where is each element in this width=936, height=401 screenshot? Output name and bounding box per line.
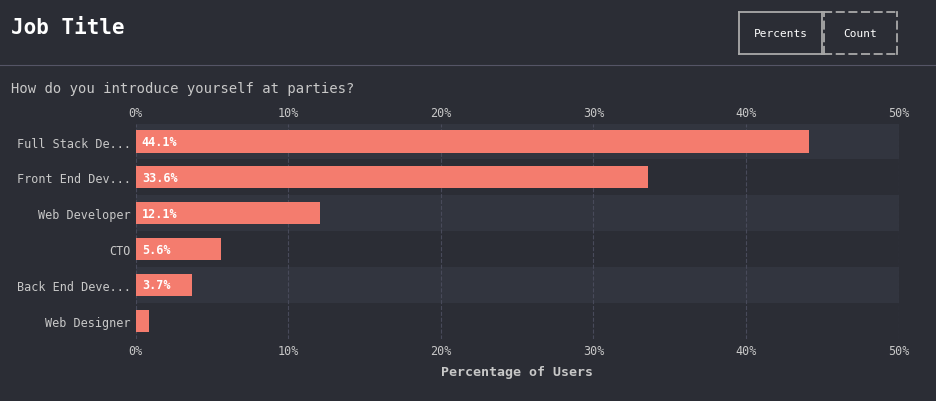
X-axis label: Percentage of Users: Percentage of Users	[441, 365, 593, 378]
Text: 12.1%: 12.1%	[142, 207, 178, 220]
Text: 33.6%: 33.6%	[142, 172, 178, 184]
Bar	[136, 131, 809, 153]
Bar	[136, 167, 649, 189]
Text: 5.6%: 5.6%	[142, 243, 170, 256]
Bar	[136, 203, 320, 225]
Bar	[136, 196, 899, 232]
Bar	[136, 303, 899, 339]
Bar	[136, 231, 899, 267]
Text: Count: Count	[843, 29, 877, 39]
Bar	[136, 267, 899, 303]
Bar	[136, 160, 899, 196]
Text: Job Title: Job Title	[11, 18, 124, 38]
Bar	[136, 124, 899, 160]
Text: How do you introduce yourself at parties?: How do you introduce yourself at parties…	[11, 82, 355, 96]
Text: Percents: Percents	[753, 29, 808, 39]
Bar	[136, 274, 192, 296]
Text: 3.7%: 3.7%	[142, 279, 170, 292]
Bar	[136, 310, 150, 332]
Bar	[136, 238, 221, 261]
Text: 44.1%: 44.1%	[142, 136, 178, 149]
